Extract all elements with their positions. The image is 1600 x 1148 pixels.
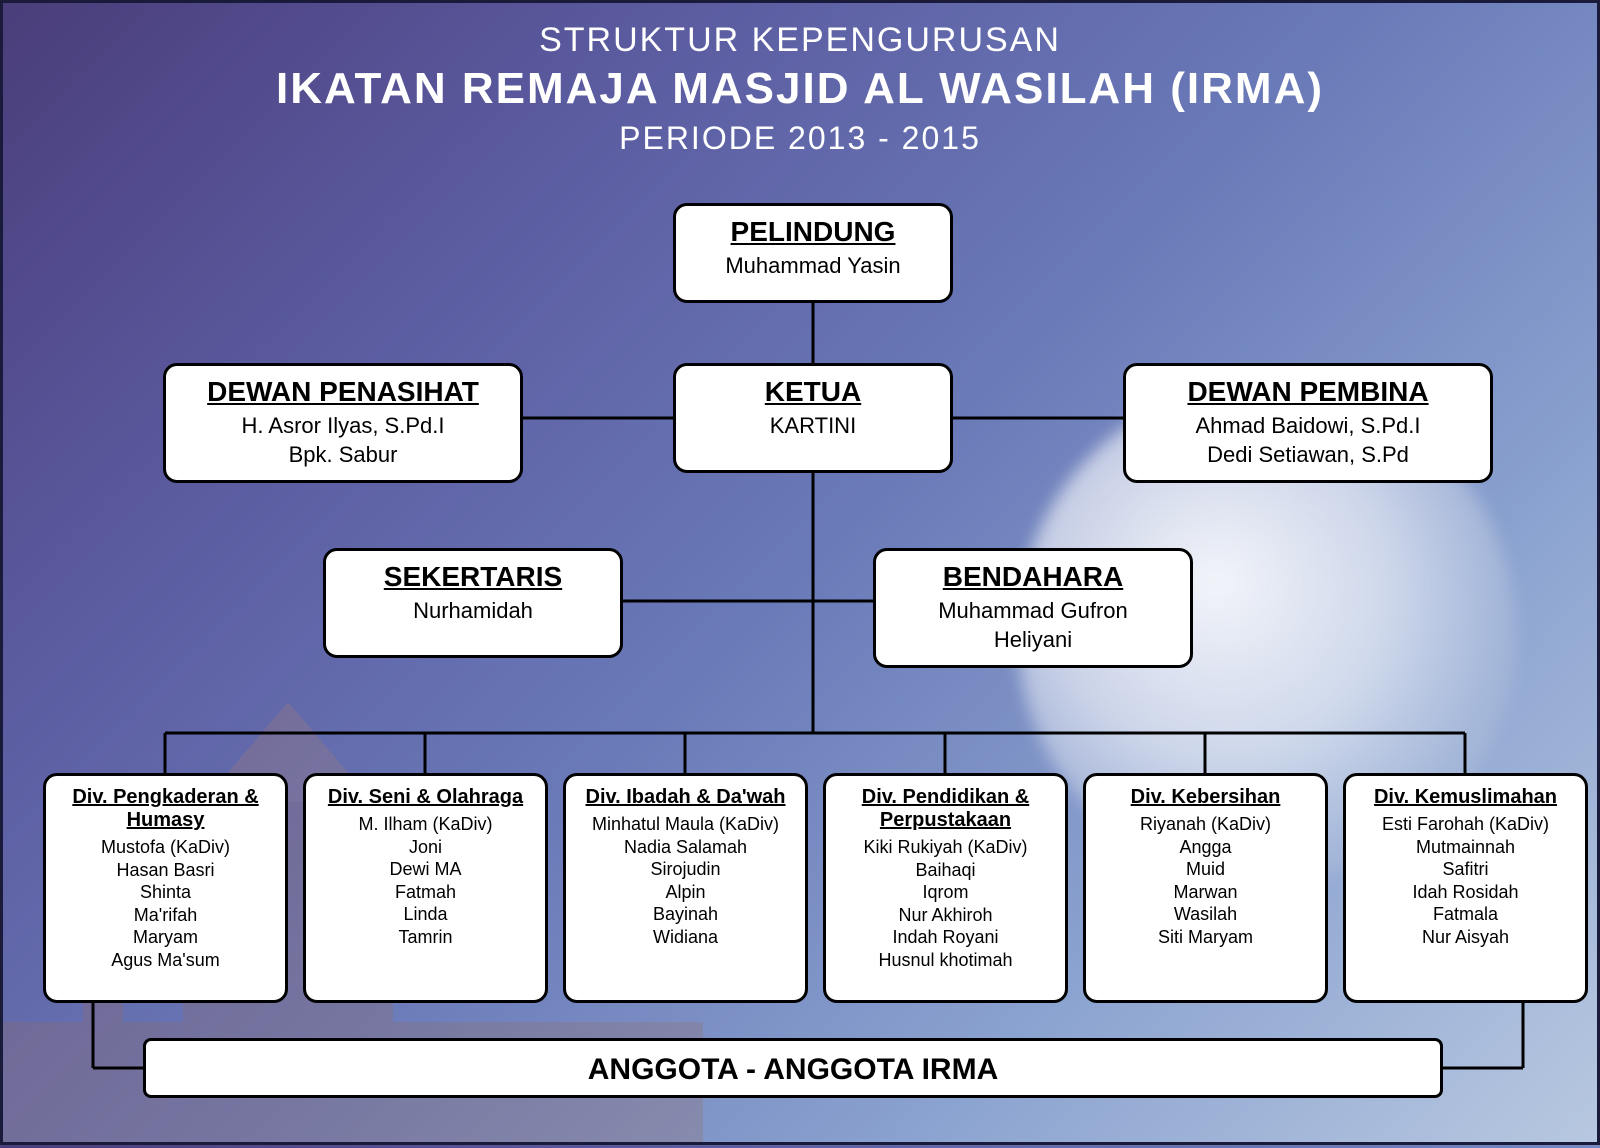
node-member: Dedi Setiawan, S.Pd [1140, 441, 1476, 470]
division-member: Maryam [60, 926, 271, 949]
node-member: Muhammad Gufron [890, 597, 1176, 626]
division-member: Muid [1100, 858, 1311, 881]
node-title: PELINDUNG [690, 216, 936, 248]
org-chart: PELINDUNG Muhammad Yasin DEWAN PENASIHAT H.… [3, 3, 1597, 1142]
node-member: Muhammad Yasin [690, 252, 936, 281]
division-member: Iqrom [840, 881, 1051, 904]
division-member: Mustofa (KaDiv) [60, 836, 271, 859]
division-member: Ma'rifah [60, 904, 271, 927]
division-title: Div. Seni & Olahraga [320, 786, 531, 809]
division-member: Wasilah [1100, 903, 1311, 926]
division-member: Minhatul Maula (KaDiv) [580, 813, 791, 836]
division-member: Husnul khotimah [840, 949, 1051, 972]
division-node: Div. Kemuslimahan Esti Farohah (KaDiv)Mut… [1343, 773, 1588, 1003]
division-member: Riyanah (KaDiv) [1100, 813, 1311, 836]
division-member: Bayinah [580, 903, 791, 926]
division-member: Hasan Basri [60, 859, 271, 882]
division-member: Dewi MA [320, 858, 531, 881]
division-member: Indah Royani [840, 926, 1051, 949]
division-title: Div. Kemuslimahan [1360, 786, 1571, 809]
division-member: Safitri [1360, 858, 1571, 881]
division-member: Nadia Salamah [580, 836, 791, 859]
node-member: KARTINI [690, 412, 936, 441]
division-member: Marwan [1100, 881, 1311, 904]
node-title: DEWAN PEMBINA [1140, 376, 1476, 408]
division-member: Kiki Rukiyah (KaDiv) [840, 836, 1051, 859]
node-member: Bpk. Sabur [180, 441, 506, 470]
division-node: Div. Seni & Olahraga M. Ilham (KaDiv)Joni… [303, 773, 548, 1003]
division-title: Div. Kebersihan [1100, 786, 1311, 809]
node-member: H. Asror Ilyas, S.Pd.I [180, 412, 506, 441]
division-member: Widiana [580, 926, 791, 949]
division-member: Alpin [580, 881, 791, 904]
node-pelindung: PELINDUNG Muhammad Yasin [673, 203, 953, 303]
division-node: Div. Pengkaderan & Humasy Mustofa (KaDiv)… [43, 773, 288, 1003]
division-member: Nur Akhiroh [840, 904, 1051, 927]
division-member: Mutmainnah [1360, 836, 1571, 859]
division-node: Div. Ibadah & Da'wah Minhatul Maula (KaDi… [563, 773, 808, 1003]
node-ketua: KETUA KARTINI [673, 363, 953, 473]
division-member: Fatmala [1360, 903, 1571, 926]
division-member: Idah Rosidah [1360, 881, 1571, 904]
footer-anggota: ANGGOTA - ANGGOTA IRMA [143, 1038, 1443, 1098]
division-member: Fatmah [320, 881, 531, 904]
node-member: Heliyani [890, 626, 1176, 655]
division-member: Tamrin [320, 926, 531, 949]
division-member: Baihaqi [840, 859, 1051, 882]
division-member: Shinta [60, 881, 271, 904]
division-member: Nur Aisyah [1360, 926, 1571, 949]
node-title: KETUA [690, 376, 936, 408]
division-member: Agus Ma'sum [60, 949, 271, 972]
node-sekertaris: SEKERTARIS Nurhamidah [323, 548, 623, 658]
division-member: Joni [320, 836, 531, 859]
division-member: Siti Maryam [1100, 926, 1311, 949]
node-bendahara: BENDAHARA Muhammad GufronHeliyani [873, 548, 1193, 668]
node-title: SEKERTARIS [340, 561, 606, 593]
node-penasihat: DEWAN PENASIHAT H. Asror Ilyas, S.Pd.IBpk… [163, 363, 523, 483]
division-member: Linda [320, 903, 531, 926]
division-title: Div. Ibadah & Da'wah [580, 786, 791, 809]
node-pembina: DEWAN PEMBINA Ahmad Baidowi, S.Pd.IDedi S… [1123, 363, 1493, 483]
node-member: Nurhamidah [340, 597, 606, 626]
division-title: Div. Pengkaderan & Humasy [60, 786, 271, 832]
division-member: Esti Farohah (KaDiv) [1360, 813, 1571, 836]
division-node: Div. Pendidikan & Perpustakaan Kiki Rukiy… [823, 773, 1068, 1003]
division-member: Angga [1100, 836, 1311, 859]
node-member: Ahmad Baidowi, S.Pd.I [1140, 412, 1476, 441]
node-title: DEWAN PENASIHAT [180, 376, 506, 408]
node-title: BENDAHARA [890, 561, 1176, 593]
division-member: M. Ilham (KaDiv) [320, 813, 531, 836]
division-member: Sirojudin [580, 858, 791, 881]
division-title: Div. Pendidikan & Perpustakaan [840, 786, 1051, 832]
division-node: Div. Kebersihan Riyanah (KaDiv)AnggaMuidM… [1083, 773, 1328, 1003]
